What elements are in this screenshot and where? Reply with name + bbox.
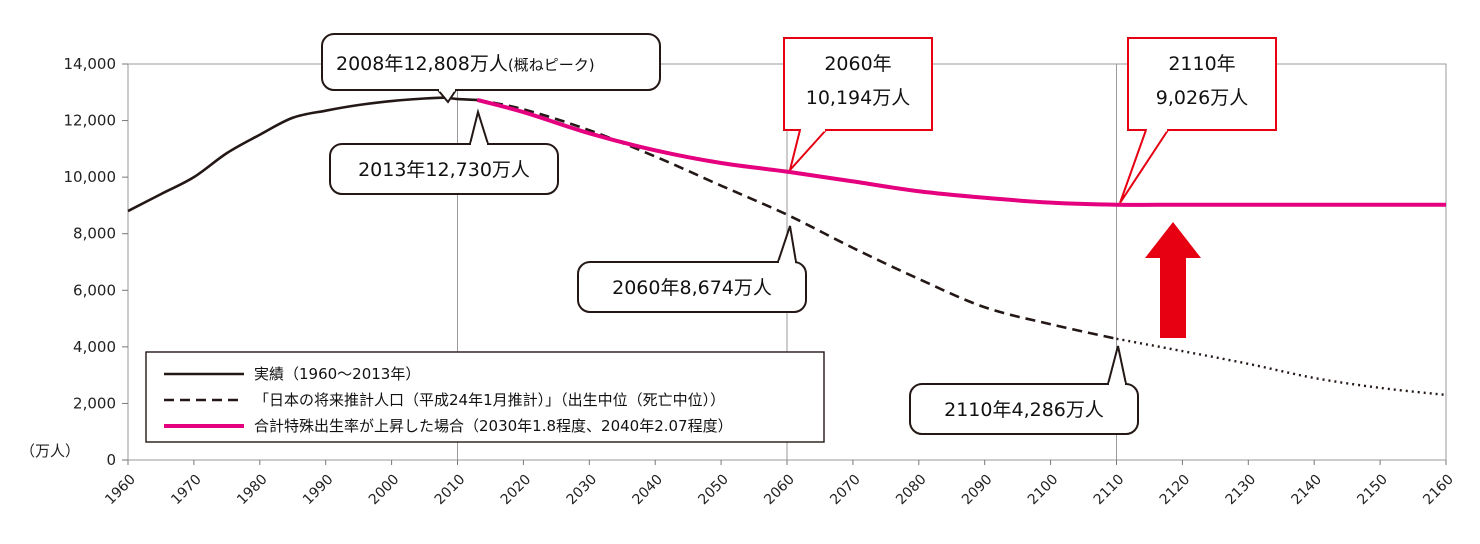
callout-box bbox=[783, 37, 933, 131]
callout-text: 2110年 bbox=[1168, 53, 1235, 75]
legend-label: 実績（1960〜2013年） bbox=[254, 365, 420, 383]
callout-pointer bbox=[1107, 345, 1127, 385]
callout-pointer bbox=[777, 225, 797, 263]
x-tick-label: 2020 bbox=[498, 472, 535, 509]
x-tick-label: 2000 bbox=[366, 472, 403, 509]
y-tick-label: 2,000 bbox=[73, 394, 116, 412]
callout-text: 2008年12,808万人(概ねピーク) bbox=[336, 53, 595, 75]
x-tick-label: 2040 bbox=[630, 472, 667, 509]
x-tick-label: 2150 bbox=[1354, 472, 1391, 509]
x-tick-label: 2120 bbox=[1157, 472, 1194, 509]
x-tick-label: 2030 bbox=[564, 472, 601, 509]
callout-text: 10,194万人 bbox=[806, 87, 910, 109]
y-tick-label: 0 bbox=[106, 451, 116, 469]
y-tick-label: 10,000 bbox=[64, 168, 117, 186]
callout-box bbox=[329, 143, 559, 195]
legend-label: 「日本の将来推計人口（平成24年1月推計）」（出生中位（死亡中位）） bbox=[254, 391, 725, 409]
callout-text: 2060年 bbox=[824, 53, 891, 75]
x-tick-label: 1960 bbox=[102, 472, 139, 509]
x-tick-label: 2160 bbox=[1420, 472, 1457, 509]
callout-pointer bbox=[1119, 129, 1169, 204]
legend-label: 合計特殊出生率が上昇した場合（2030年1.8程度、2040年2.07程度） bbox=[254, 417, 733, 435]
callout-subtext: (概ねピーク) bbox=[508, 56, 595, 74]
x-tick-label: 2140 bbox=[1289, 472, 1326, 509]
x-tick-label: 2050 bbox=[695, 472, 732, 509]
y-tick-label: 4,000 bbox=[73, 338, 116, 356]
x-tick-label: 1970 bbox=[168, 472, 205, 509]
callout-box bbox=[1127, 37, 1277, 131]
callout-box bbox=[577, 261, 807, 313]
x-tick-label: 2110 bbox=[1091, 472, 1128, 509]
projection-dotted-line bbox=[1116, 337, 1447, 397]
x-tick-label: 2060 bbox=[761, 472, 798, 509]
y-tick-label: 8,000 bbox=[73, 225, 116, 243]
x-tick-label: 1980 bbox=[234, 472, 271, 509]
y-tick-label: 12,000 bbox=[64, 112, 117, 130]
increase-arrow bbox=[1145, 222, 1201, 338]
callout-pointer bbox=[437, 89, 457, 104]
x-tick-label: 2130 bbox=[1223, 472, 1260, 509]
x-tick-label: 2010 bbox=[432, 472, 469, 509]
callout-box bbox=[909, 383, 1139, 435]
legend-box bbox=[145, 351, 825, 443]
callout-text: 2013年12,730万人 bbox=[358, 159, 530, 181]
y-tick-label: 6,000 bbox=[73, 281, 116, 299]
callout-pointer bbox=[789, 129, 827, 171]
higher-fertility-line bbox=[476, 97, 1446, 207]
x-tick-label: 2100 bbox=[1025, 472, 1062, 509]
callout-text: 2110年4,286万人 bbox=[944, 399, 1104, 421]
x-tick-label: 2080 bbox=[893, 472, 930, 509]
projection-dashed-line bbox=[477, 98, 1117, 341]
x-tick-label: 2090 bbox=[959, 472, 996, 509]
callout-text: 9,026万人 bbox=[1156, 87, 1248, 109]
y-axis-label: （万人） bbox=[20, 442, 80, 460]
callout-box bbox=[321, 33, 661, 91]
callout-text: 2060年8,674万人 bbox=[612, 277, 772, 299]
x-tick-label: 2070 bbox=[827, 472, 864, 509]
y-tick-label: 14,000 bbox=[64, 55, 117, 73]
callout-pointer bbox=[469, 108, 489, 145]
x-tick-label: 1990 bbox=[300, 472, 337, 509]
